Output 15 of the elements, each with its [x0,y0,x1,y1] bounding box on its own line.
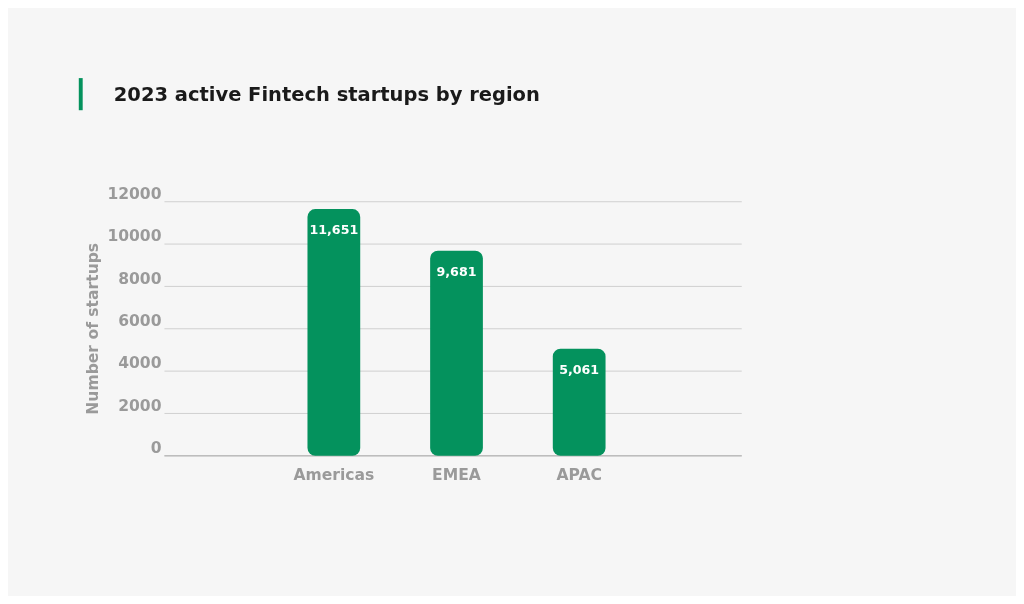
y-tick-label: 6000 [118,311,162,330]
y-tick-label: 2000 [118,396,162,415]
y-tick-label: 0 [150,438,162,457]
chart-title: 2023 active Fintech startups by region [113,83,540,107]
y-tick-label: 10000 [107,227,162,246]
x-tick-label: EMEA [432,466,481,485]
y-axis-title: Number of startups [84,242,103,415]
data-label: 9,681 [436,264,477,280]
data-label: 11,651 [309,222,359,238]
x-tick-label: Americas [293,466,375,485]
x-tick-label: APAC [556,466,602,485]
y-tick-label: 8000 [118,269,162,288]
data-label: 5,061 [559,361,600,377]
y-tick-label: 12000 [107,184,162,203]
y-tick-label: 4000 [118,354,162,373]
